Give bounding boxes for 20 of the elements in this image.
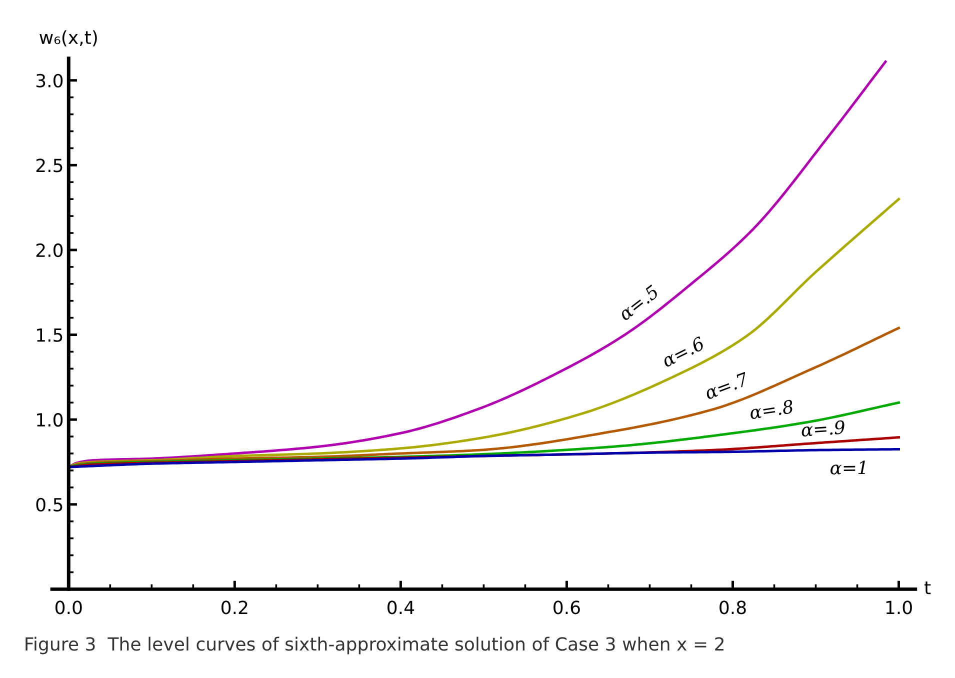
y-axis-title: w₆(x,t) [40, 30, 97, 46]
y-tick-label: 2.5 [36, 158, 62, 172]
x-tick-label: 0.8 [720, 600, 746, 614]
x-tick-label: 1.0 [886, 600, 912, 614]
caption: Figure 3 The level curves of sixth-approximate solution of Case 3 when x = 2 [26, 636, 724, 654]
y-tick-label: 3.0 [36, 74, 63, 88]
x-tick-label: 0.2 [222, 600, 248, 614]
series-label: α=1 [830, 460, 866, 475]
y-tick-label: 0.5 [36, 498, 62, 512]
x-axis-title: t [924, 581, 931, 594]
x-tick-label: 0.4 [388, 600, 414, 614]
y-tick-label: 1.5 [37, 328, 62, 342]
y-tick-label: 2.0 [36, 243, 63, 258]
y-tick-label: 1.0 [37, 413, 63, 427]
x-tick-label: 0.6 [554, 600, 580, 614]
x-tick-label: 0.0 [55, 600, 82, 614]
text: α=.8 [749, 399, 794, 420]
text: α=.7 [704, 372, 750, 400]
series-label: α=.9 [801, 420, 845, 437]
text: α=.6 [660, 336, 706, 368]
